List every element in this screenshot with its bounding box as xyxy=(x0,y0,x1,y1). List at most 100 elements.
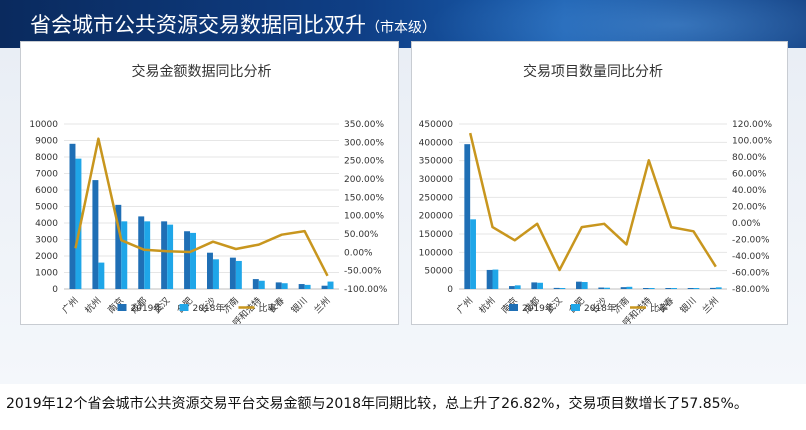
y-tick-label: 200000 xyxy=(419,212,454,222)
y2-tick-label: 120.00% xyxy=(732,120,772,130)
bar-2019-8 xyxy=(643,288,649,289)
ratio-line xyxy=(468,132,717,272)
bar-2019-11 xyxy=(710,287,716,289)
bar-2018-5 xyxy=(190,232,196,289)
bar-2019-5 xyxy=(184,231,191,289)
bar-2018-10 xyxy=(693,288,700,289)
y2-tick-label: 80.00% xyxy=(732,153,767,163)
legend-label-0: 2019年 xyxy=(522,302,554,314)
bar-2019-2 xyxy=(115,204,122,289)
legend-swatch-0 xyxy=(509,304,518,311)
bar-2019-3 xyxy=(531,282,538,289)
bar-2018-11 xyxy=(327,281,334,289)
header-banner: 省会城市公共资源交易数据同比双升（市本级） xyxy=(0,0,806,48)
y-tick-label: 250000 xyxy=(419,193,454,203)
bar-2019-6 xyxy=(207,252,213,289)
bar-2019-9 xyxy=(665,288,672,289)
x-tick-label: 杭州 xyxy=(476,295,497,316)
bar-2018-0 xyxy=(470,219,476,289)
bar-2019-10 xyxy=(687,288,694,289)
y2-tick-label: 0.00% xyxy=(344,248,373,258)
legend-label-0: 2019年 xyxy=(131,302,163,314)
x-tick-label: 广州 xyxy=(454,295,475,316)
y-tick-label: 50000 xyxy=(424,267,453,277)
x-tick-label: 兰州 xyxy=(700,295,721,316)
project-chart-panel: 交易项目数量同比分析 0 50000 100000 150000 200000 250000… xyxy=(411,41,788,325)
bar-2018-8 xyxy=(648,288,655,289)
bar-2018-3 xyxy=(144,221,151,289)
y2-tick-label: 100.00% xyxy=(732,137,772,147)
y2-tick-label: 60.00% xyxy=(732,170,767,180)
y2-tick-label: 350.00% xyxy=(344,120,384,130)
y-tick-label: 350000 xyxy=(419,157,454,167)
legend-label-1: 2018年 xyxy=(193,302,225,314)
bar-2019-3 xyxy=(138,216,145,289)
y2-tick-label: -20.00% xyxy=(732,236,770,246)
y2-tick-label: 300.00% xyxy=(344,138,384,148)
bar-2018-7 xyxy=(626,286,633,289)
banner-glow xyxy=(426,0,806,48)
bar-2018-6 xyxy=(604,287,610,289)
y2-tick-label: 40.00% xyxy=(732,186,767,196)
bar-2018-1 xyxy=(98,262,105,289)
amount-chart: 交易金额数据同比分析 0 1000 2000 3000 4000 5000 6000 7000 8… xyxy=(29,63,387,324)
bar-2019-6 xyxy=(598,287,605,289)
bar-2019-1 xyxy=(486,269,493,289)
bar-2018-1 xyxy=(492,269,499,289)
bar-2018-0 xyxy=(75,158,82,289)
y-tick-label: 4000 xyxy=(35,219,58,229)
y-tick-label: 7000 xyxy=(35,170,58,180)
bar-2019-2 xyxy=(509,286,515,289)
bar-2018-8 xyxy=(258,280,265,289)
bar-2018-7 xyxy=(235,260,242,289)
y2-tick-label: 0.00% xyxy=(732,219,761,229)
bar-2019-0 xyxy=(464,144,471,289)
chart-title: 交易金额数据同比分析 xyxy=(132,63,272,80)
bar-2018-10 xyxy=(304,284,311,289)
bar-2018-5 xyxy=(581,282,588,289)
summary-caption: 2019年12个省会城市公共资源交易平台交易金额与2018年同期比较，总上升了2… xyxy=(6,396,748,412)
y2-tick-label: -40.00% xyxy=(732,252,770,262)
y2-tick-label: -50.00% xyxy=(344,267,382,277)
x-tick-label: 银川 xyxy=(289,295,310,316)
y-tick-label: 6000 xyxy=(35,186,58,196)
y-tick-label: 0 xyxy=(52,285,58,295)
bar-2018-4 xyxy=(559,288,566,289)
x-tick-label: 银川 xyxy=(677,295,698,316)
y2-tick-label: -80.00% xyxy=(732,285,770,295)
project-chart: 交易项目数量同比分析 0 50000 100000 150000 200000 250000… xyxy=(419,63,773,324)
y-tick-label: 2000 xyxy=(35,252,58,262)
y-tick-label: 8000 xyxy=(35,153,58,163)
y-tick-label: 400000 xyxy=(419,138,454,148)
y-tick-label: 3000 xyxy=(35,236,58,246)
bar-2019-7 xyxy=(620,287,627,289)
bar-2019-4 xyxy=(161,221,168,289)
y-tick-label: 450000 xyxy=(419,120,454,130)
x-tick-label: 杭州 xyxy=(82,295,103,316)
bar-2018-9 xyxy=(281,283,288,289)
bar-2019-10 xyxy=(298,284,305,289)
legend-label-1: 2018年 xyxy=(584,302,616,314)
legend-label-2: 比率 xyxy=(259,302,277,314)
y-tick-label: 300000 xyxy=(419,175,454,185)
bar-2018-4 xyxy=(167,224,174,289)
legend-swatch-1 xyxy=(179,304,189,311)
y2-tick-label: 250.00% xyxy=(344,157,384,167)
bar-2018-11 xyxy=(715,287,722,289)
legend-label-2: 比率 xyxy=(650,302,668,314)
chart-title: 交易项目数量同比分析 xyxy=(523,63,663,80)
y2-tick-label: 150.00% xyxy=(344,193,384,203)
y2-tick-label: 100.00% xyxy=(344,212,384,222)
y2-tick-label: 50.00% xyxy=(344,230,379,240)
page-title: 省会城市公共资源交易数据同比双升（市本级） xyxy=(30,9,436,39)
bar-2018-2 xyxy=(514,285,521,289)
y-tick-label: 9000 xyxy=(35,137,58,147)
y-tick-label: 150000 xyxy=(419,230,454,240)
bar-2019-7 xyxy=(229,257,236,289)
bar-2019-5 xyxy=(576,281,582,289)
bar-2018-9 xyxy=(671,288,677,289)
ratio-line xyxy=(74,137,329,277)
amount-chart-panel: 交易金额数据同比分析 0 1000 2000 3000 4000 5000 6000 7000 8… xyxy=(20,41,399,325)
bar-2019-0 xyxy=(69,143,76,289)
x-tick-label: 广州 xyxy=(59,295,80,316)
